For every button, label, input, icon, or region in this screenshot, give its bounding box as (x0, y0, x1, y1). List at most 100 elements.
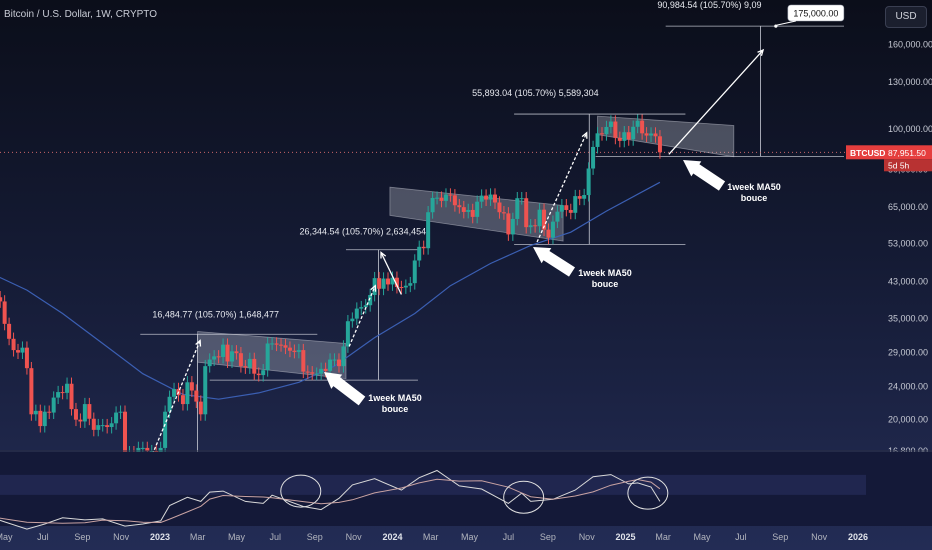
y-tick-label: 160,000.00 (888, 39, 932, 49)
y-tick-label: 20,000.00 (888, 415, 928, 425)
currency-button[interactable]: USD (885, 6, 927, 28)
trend-arrow-head (757, 48, 765, 56)
trend-arrow-head (195, 339, 202, 347)
candle (622, 132, 627, 141)
x-tick-label: Mar (423, 532, 439, 542)
candle (613, 121, 618, 138)
x-tick-label: May (228, 532, 246, 542)
candle (586, 168, 591, 196)
candle (221, 344, 226, 357)
candle (203, 366, 208, 415)
candle (386, 278, 391, 285)
y-tick-label: 35,000.00 (888, 314, 928, 324)
candle (247, 358, 252, 368)
candle (591, 146, 596, 169)
candle (653, 133, 658, 137)
callout-label: bouce (382, 404, 409, 414)
candle (274, 343, 279, 345)
candle (421, 246, 426, 249)
chart-title: Bitcoin / U.S. Dollar, 1W, CRYPTO (4, 9, 158, 20)
callout-label: 1week MA50 (368, 393, 422, 403)
candle (443, 194, 448, 201)
x-tick-label: Jul (735, 532, 747, 542)
trend-arrow-head (380, 251, 387, 259)
target-callout-label: 175,000.00 (793, 9, 838, 19)
candle (457, 205, 462, 208)
y-tick-label: 130,000.00 (888, 77, 932, 87)
callout-label: bouce (741, 193, 768, 203)
trend-arrow-head (581, 131, 588, 139)
candle (122, 411, 127, 457)
candle (96, 425, 101, 430)
x-tick-label: Jul (270, 532, 282, 542)
callout-arrow (533, 247, 575, 277)
x-tick-label: Nov (811, 532, 828, 542)
candle (33, 410, 38, 415)
candle (537, 209, 542, 227)
y-tick-label: 43,000.00 (888, 276, 928, 286)
candle (475, 201, 480, 217)
candle (198, 401, 203, 415)
candle (69, 383, 74, 410)
trend-arrow (348, 285, 376, 347)
candle (510, 218, 515, 235)
candle (564, 205, 569, 210)
candle (332, 359, 337, 361)
candle (501, 212, 506, 214)
x-tick-label: Nov (346, 532, 363, 542)
candle (604, 126, 609, 135)
candle (305, 371, 310, 373)
candle (24, 347, 29, 369)
target-callout (787, 4, 845, 22)
candle (626, 132, 631, 140)
x-tick-label: Mar (655, 532, 671, 542)
candle (252, 358, 257, 374)
candle (185, 382, 190, 405)
rsi-highlight-circle (280, 474, 322, 508)
candle (82, 404, 87, 422)
candle (497, 202, 502, 213)
candle (105, 425, 110, 428)
candle (550, 221, 555, 238)
candle (301, 350, 306, 372)
candle (640, 120, 645, 134)
candle (599, 133, 604, 135)
candle (394, 277, 399, 288)
candle (189, 382, 194, 391)
candle (484, 195, 489, 200)
x-tick-label: Jul (503, 532, 515, 542)
candle (519, 198, 524, 200)
candle (470, 209, 475, 217)
candle (310, 372, 315, 374)
candle (323, 368, 328, 371)
measure-label: 26,344.54 (105.70%) 2,634,454 (299, 226, 426, 236)
x-tick-label: Nov (113, 532, 130, 542)
candle (261, 370, 266, 376)
x-tick-label: Sep (540, 532, 556, 542)
candle (417, 246, 422, 261)
candle (163, 411, 168, 448)
drawings (151, 48, 765, 455)
candle (114, 412, 119, 424)
candle (479, 195, 484, 202)
candle (631, 126, 636, 140)
rsi-line (0, 469, 661, 530)
candle (542, 209, 547, 230)
measure-label: 90,984.54 (105.70%) 9,09 (657, 0, 761, 10)
trend-arrow (151, 340, 201, 455)
candle (172, 389, 177, 397)
range-box (597, 115, 735, 158)
candle (225, 344, 230, 362)
candle (649, 133, 654, 136)
rsi-highlight-circle (627, 476, 669, 510)
measure-label: 55,893.04 (105.70%) 5,589,304 (472, 88, 599, 98)
range-boxes (197, 115, 735, 380)
candle (149, 451, 154, 453)
overlay-lines (0, 25, 845, 465)
candle (180, 395, 185, 405)
candle (0, 297, 3, 302)
candle (635, 120, 640, 127)
candle (319, 368, 324, 374)
